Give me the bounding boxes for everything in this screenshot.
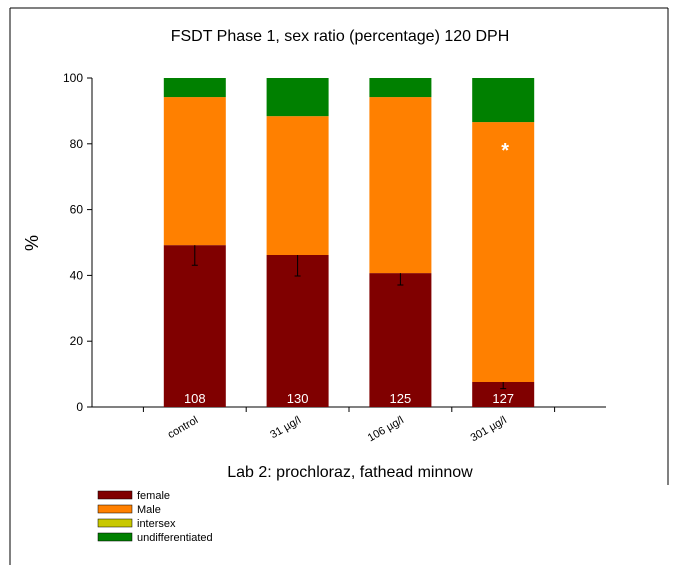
bar-segment	[163, 97, 226, 246]
y-tick-label: 60	[70, 203, 84, 217]
x-tick-label: 31 µg/l	[268, 414, 303, 441]
bar-segment	[266, 78, 329, 117]
bar-segment	[369, 97, 432, 274]
x-tick-label: 106 µg/l	[366, 414, 406, 444]
legend-swatch	[97, 518, 133, 528]
bar-segment	[163, 78, 226, 98]
legend-label: female	[137, 490, 170, 502]
y-axis-label: %	[22, 235, 42, 251]
y-tick-label: 80	[70, 137, 84, 151]
sample-size-label: 130	[287, 391, 309, 406]
sample-size-label: 127	[492, 391, 514, 406]
bar-segment	[369, 78, 432, 98]
legend-label: Male	[137, 504, 161, 516]
sample-size-label: 125	[390, 391, 412, 406]
bar-segment	[369, 273, 432, 407]
bar-segment	[472, 78, 535, 123]
legend-label: undifferentiated	[137, 532, 213, 544]
y-tick-label: 0	[76, 400, 83, 414]
sample-size-label: 108	[184, 391, 206, 406]
x-axis-label: Lab 2: prochloraz, fathead minnow	[227, 464, 473, 481]
x-tick-label: control	[166, 414, 201, 441]
legend-swatch	[97, 504, 133, 514]
legend-label: intersex	[137, 518, 176, 530]
bar-segment	[266, 116, 329, 256]
legend-swatch	[97, 532, 133, 542]
bar-segment	[163, 245, 226, 407]
chart-title: FSDT Phase 1, sex ratio (percentage) 120…	[171, 28, 510, 45]
x-tick-label: 301 µg/l	[469, 414, 509, 444]
y-tick-label: 20	[70, 334, 84, 348]
y-tick-label: 40	[70, 268, 84, 282]
bar-segment	[472, 122, 535, 382]
significance-mark: *	[501, 140, 509, 162]
y-tick-label: 100	[63, 71, 83, 85]
legend-swatch	[97, 490, 133, 500]
bar-segment	[266, 255, 329, 407]
